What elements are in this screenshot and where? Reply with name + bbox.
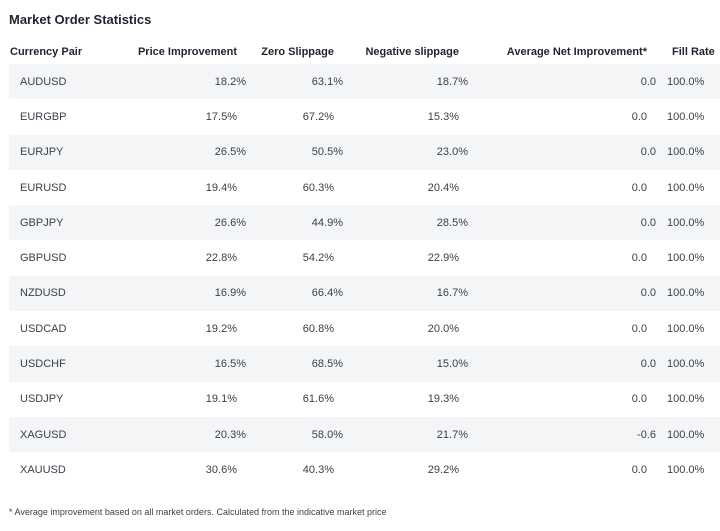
- table-body: AUDUSD 18.2% 63.1% 18.7% 0.0 100.0% EURGBP 17.5…: [0, 64, 720, 488]
- column-header-average-net-improvement: Average Net Improvement*: [506, 46, 647, 58]
- cell-price-improvement: 26.5%: [214, 146, 246, 159]
- cell-zero-slippage: 60.3%: [302, 181, 334, 194]
- cell-price-improvement: 16.9%: [214, 287, 246, 300]
- cell-negative-slippage: 15.3%: [427, 110, 459, 123]
- cell-currency-pair: XAGUSD: [20, 428, 67, 441]
- cell-price-improvement: 22.8%: [205, 252, 237, 265]
- cell-currency-pair: USDCAD: [20, 322, 67, 335]
- cell-price-improvement: 17.5%: [205, 110, 237, 123]
- column-header-negative-slippage: Negative slippage: [365, 46, 459, 58]
- cell-price-improvement: 26.6%: [214, 216, 246, 229]
- cell-currency-pair: NZDUSD: [20, 287, 66, 300]
- table-row: NZDUSD 16.9% 66.4% 16.7% 0.0 100.0%: [9, 275, 720, 312]
- cell-currency-pair: EURGBP: [20, 110, 67, 123]
- table-row: EURUSD 19.4% 60.3% 20.4% 0.0 100.0%: [0, 170, 720, 205]
- cell-average-net-improvement: 0.0: [640, 358, 656, 371]
- cell-price-improvement: 30.6%: [205, 463, 237, 476]
- cell-fill-rate: 100.0%: [667, 252, 705, 265]
- cell-zero-slippage: 66.4%: [311, 287, 343, 300]
- cell-zero-slippage: 58.0%: [311, 428, 343, 441]
- cell-average-net-improvement: -0.6: [637, 428, 656, 441]
- cell-negative-slippage: 20.4%: [427, 181, 459, 194]
- cell-currency-pair: AUDUSD: [20, 75, 67, 88]
- cell-zero-slippage: 68.5%: [311, 358, 343, 371]
- cell-negative-slippage: 28.5%: [436, 216, 468, 229]
- cell-currency-pair: USDCHF: [20, 358, 66, 371]
- table-row: XAGUSD 20.3% 58.0% 21.7% -0.6 100.0%: [9, 416, 720, 453]
- cell-zero-slippage: 60.8%: [302, 322, 334, 335]
- column-header-currency-pair: Currency Pair: [10, 46, 83, 58]
- cell-fill-rate: 100.0%: [667, 146, 705, 159]
- cell-price-improvement: 19.2%: [205, 322, 237, 335]
- cell-negative-slippage: 16.7%: [436, 287, 468, 300]
- table-row: EURGBP 17.5% 67.2% 15.3% 0.0 100.0%: [0, 99, 720, 134]
- cell-negative-slippage: 23.0%: [436, 146, 468, 159]
- cell-zero-slippage: 54.2%: [302, 252, 334, 265]
- column-header-zero-slippage: Zero Slippage: [261, 46, 334, 58]
- cell-currency-pair: EURJPY: [20, 146, 64, 159]
- table-header: Currency Pair Price Improvement Zero Sli…: [0, 38, 720, 64]
- cell-fill-rate: 100.0%: [667, 358, 705, 371]
- page-title: Market Order Statistics: [9, 12, 152, 27]
- cell-fill-rate: 100.0%: [667, 428, 705, 441]
- cell-zero-slippage: 40.3%: [302, 463, 334, 476]
- cell-zero-slippage: 67.2%: [302, 110, 334, 123]
- cell-negative-slippage: 15.0%: [436, 358, 468, 371]
- cell-fill-rate: 100.0%: [667, 463, 705, 476]
- cell-average-net-improvement: 0.0: [631, 393, 647, 406]
- cell-average-net-improvement: 0.0: [640, 287, 656, 300]
- cell-zero-slippage: 63.1%: [311, 75, 343, 88]
- cell-fill-rate: 100.0%: [667, 110, 705, 123]
- cell-fill-rate: 100.0%: [667, 322, 705, 335]
- table-row: GBPJPY 26.6% 44.9% 28.5% 0.0 100.0%: [9, 205, 720, 241]
- cell-currency-pair: USDJPY: [20, 393, 64, 406]
- cell-average-net-improvement: 0.0: [631, 463, 647, 476]
- column-header-fill-rate: Fill Rate: [672, 46, 715, 58]
- cell-fill-rate: 100.0%: [667, 287, 705, 300]
- table-row: USDCHF 16.5% 68.5% 15.0% 0.0 100.0%: [9, 346, 720, 382]
- cell-average-net-improvement: 0.0: [640, 75, 656, 88]
- cell-average-net-improvement: 0.0: [631, 181, 647, 194]
- cell-currency-pair: EURUSD: [20, 181, 67, 194]
- cell-negative-slippage: 21.7%: [436, 428, 468, 441]
- cell-average-net-improvement: 0.0: [631, 322, 647, 335]
- footnote: * Average improvement based on all marke…: [9, 507, 387, 517]
- cell-price-improvement: 19.1%: [205, 393, 237, 406]
- cell-currency-pair: GBPUSD: [20, 252, 67, 265]
- cell-price-improvement: 19.4%: [205, 181, 237, 194]
- cell-average-net-improvement: 0.0: [640, 146, 656, 159]
- cell-average-net-improvement: 0.0: [640, 216, 656, 229]
- table-row: AUDUSD 18.2% 63.1% 18.7% 0.0 100.0%: [9, 64, 720, 100]
- cell-negative-slippage: 19.3%: [427, 393, 459, 406]
- cell-fill-rate: 100.0%: [667, 393, 705, 406]
- cell-zero-slippage: 61.6%: [302, 393, 334, 406]
- cell-fill-rate: 100.0%: [667, 75, 705, 88]
- table-row: USDCAD 19.2% 60.8% 20.0% 0.0 100.0%: [0, 311, 720, 346]
- cell-average-net-improvement: 0.0: [631, 110, 647, 123]
- cell-zero-slippage: 44.9%: [311, 216, 343, 229]
- cell-average-net-improvement: 0.0: [631, 252, 647, 265]
- cell-negative-slippage: 18.7%: [436, 75, 468, 88]
- cell-price-improvement: 16.5%: [214, 358, 246, 371]
- cell-negative-slippage: 22.9%: [427, 252, 459, 265]
- market-order-statistics-table: Currency Pair Price Improvement Zero Sli…: [0, 38, 720, 488]
- cell-price-improvement: 18.2%: [214, 75, 246, 88]
- cell-negative-slippage: 29.2%: [427, 463, 459, 476]
- table-row: EURJPY 26.5% 50.5% 23.0% 0.0 100.0%: [9, 134, 720, 170]
- table-row: XAUUSD 30.6% 40.3% 29.2% 0.0 100.0%: [0, 452, 720, 487]
- cell-currency-pair: GBPJPY: [20, 216, 64, 229]
- cell-fill-rate: 100.0%: [667, 181, 705, 194]
- table-row: GBPUSD 22.8% 54.2% 22.9% 0.0 100.0%: [0, 240, 720, 275]
- column-header-price-improvement: Price Improvement: [137, 46, 237, 58]
- cell-price-improvement: 20.3%: [214, 428, 246, 441]
- table-row: USDJPY 19.1% 61.6% 19.3% 0.0 100.0%: [0, 382, 720, 417]
- cell-zero-slippage: 50.5%: [311, 146, 343, 159]
- cell-currency-pair: XAUUSD: [20, 463, 66, 476]
- cell-fill-rate: 100.0%: [667, 216, 705, 229]
- cell-negative-slippage: 20.0%: [427, 322, 459, 335]
